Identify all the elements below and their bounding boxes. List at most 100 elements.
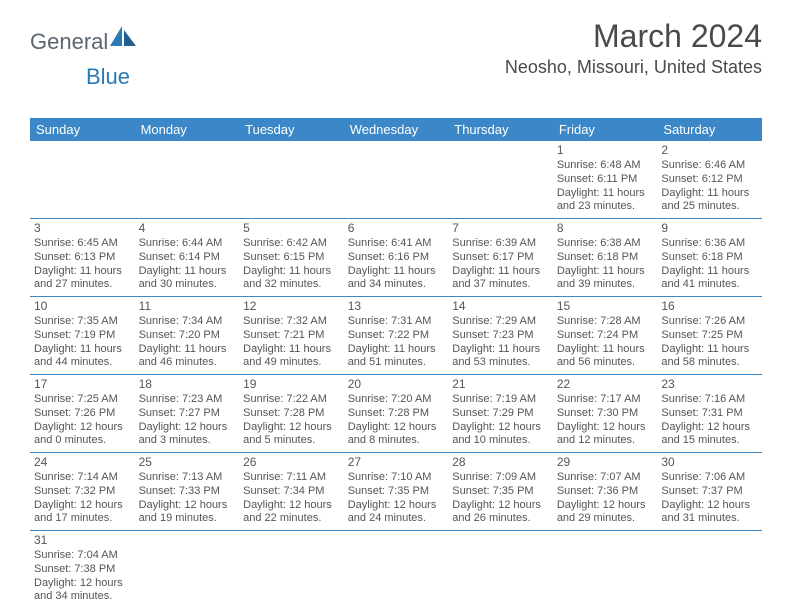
- daylight2-text: and 34 minutes.: [348, 278, 445, 292]
- calendar-cell: 1Sunrise: 6:48 AMSunset: 6:11 PMDaylight…: [553, 141, 658, 219]
- daylight1-text: Daylight: 11 hours: [139, 265, 236, 279]
- sunrise-text: Sunrise: 7:13 AM: [139, 471, 236, 485]
- day-number: 31: [34, 533, 131, 548]
- sunrise-text: Sunrise: 7:11 AM: [243, 471, 340, 485]
- calendar-cell: 6Sunrise: 6:41 AMSunset: 6:16 PMDaylight…: [344, 219, 449, 297]
- sunset-text: Sunset: 7:20 PM: [139, 329, 236, 343]
- calendar-cell: 29Sunrise: 7:07 AMSunset: 7:36 PMDayligh…: [553, 453, 658, 531]
- sunset-text: Sunset: 7:36 PM: [557, 485, 654, 499]
- daylight2-text: and 22 minutes.: [243, 512, 340, 526]
- day-number: 24: [34, 455, 131, 470]
- day-number: 13: [348, 299, 445, 314]
- daylight2-text: and 39 minutes.: [557, 278, 654, 292]
- daylight2-text: and 17 minutes.: [34, 512, 131, 526]
- sunset-text: Sunset: 7:25 PM: [661, 329, 758, 343]
- sail-icon: [110, 26, 136, 51]
- sunset-text: Sunset: 6:15 PM: [243, 251, 340, 265]
- day-number: 1: [557, 143, 654, 158]
- calendar-cell: 19Sunrise: 7:22 AMSunset: 7:28 PMDayligh…: [239, 375, 344, 453]
- sunset-text: Sunset: 7:24 PM: [557, 329, 654, 343]
- daylight2-text: and 34 minutes.: [34, 590, 131, 604]
- daylight2-text: and 56 minutes.: [557, 356, 654, 370]
- calendar-cell: [344, 531, 449, 609]
- daylight1-text: Daylight: 12 hours: [243, 421, 340, 435]
- weekday-header: Monday: [135, 118, 240, 141]
- sunset-text: Sunset: 6:16 PM: [348, 251, 445, 265]
- sunrise-text: Sunrise: 7:23 AM: [139, 393, 236, 407]
- day-number: 25: [139, 455, 236, 470]
- sunrise-text: Sunrise: 7:25 AM: [34, 393, 131, 407]
- sunset-text: Sunset: 7:29 PM: [452, 407, 549, 421]
- calendar-cell: 8Sunrise: 6:38 AMSunset: 6:18 PMDaylight…: [553, 219, 658, 297]
- calendar-row: 17Sunrise: 7:25 AMSunset: 7:26 PMDayligh…: [30, 375, 762, 453]
- daylight2-text: and 0 minutes.: [34, 434, 131, 448]
- daylight2-text: and 49 minutes.: [243, 356, 340, 370]
- sunset-text: Sunset: 7:37 PM: [661, 485, 758, 499]
- daylight1-text: Daylight: 12 hours: [34, 421, 131, 435]
- day-number: 7: [452, 221, 549, 236]
- weekday-header: Saturday: [657, 118, 762, 141]
- calendar-cell: 4Sunrise: 6:44 AMSunset: 6:14 PMDaylight…: [135, 219, 240, 297]
- sunrise-text: Sunrise: 7:31 AM: [348, 315, 445, 329]
- sunset-text: Sunset: 7:33 PM: [139, 485, 236, 499]
- sunrise-text: Sunrise: 6:44 AM: [139, 237, 236, 251]
- day-number: 16: [661, 299, 758, 314]
- daylight1-text: Daylight: 11 hours: [452, 343, 549, 357]
- daylight2-text: and 26 minutes.: [452, 512, 549, 526]
- sunrise-text: Sunrise: 7:20 AM: [348, 393, 445, 407]
- logo-text-general: General: [30, 29, 108, 55]
- calendar-body: 1Sunrise: 6:48 AMSunset: 6:11 PMDaylight…: [30, 141, 762, 608]
- sunrise-text: Sunrise: 6:41 AM: [348, 237, 445, 251]
- daylight2-text: and 5 minutes.: [243, 434, 340, 448]
- calendar-row: 31Sunrise: 7:04 AMSunset: 7:38 PMDayligh…: [30, 531, 762, 609]
- sunrise-text: Sunrise: 7:32 AM: [243, 315, 340, 329]
- calendar-cell: [135, 141, 240, 219]
- sunrise-text: Sunrise: 6:39 AM: [452, 237, 549, 251]
- day-number: 3: [34, 221, 131, 236]
- sunset-text: Sunset: 7:34 PM: [243, 485, 340, 499]
- day-number: 6: [348, 221, 445, 236]
- weekday-header-row: Sunday Monday Tuesday Wednesday Thursday…: [30, 118, 762, 141]
- day-number: 14: [452, 299, 549, 314]
- calendar-cell: [135, 531, 240, 609]
- daylight2-text: and 46 minutes.: [139, 356, 236, 370]
- logo-text-blue: Blue: [86, 64, 130, 89]
- weekday-header: Friday: [553, 118, 658, 141]
- day-number: 4: [139, 221, 236, 236]
- daylight1-text: Daylight: 11 hours: [557, 187, 654, 201]
- daylight1-text: Daylight: 12 hours: [34, 499, 131, 513]
- sunrise-text: Sunrise: 7:34 AM: [139, 315, 236, 329]
- daylight1-text: Daylight: 12 hours: [661, 421, 758, 435]
- day-number: 18: [139, 377, 236, 392]
- weekday-header: Wednesday: [344, 118, 449, 141]
- day-number: 19: [243, 377, 340, 392]
- day-number: 12: [243, 299, 340, 314]
- day-number: 29: [557, 455, 654, 470]
- calendar-cell: 13Sunrise: 7:31 AMSunset: 7:22 PMDayligh…: [344, 297, 449, 375]
- sunset-text: Sunset: 7:28 PM: [348, 407, 445, 421]
- sunrise-text: Sunrise: 7:22 AM: [243, 393, 340, 407]
- calendar-cell: [448, 141, 553, 219]
- sunrise-text: Sunrise: 7:10 AM: [348, 471, 445, 485]
- calendar-cell: 28Sunrise: 7:09 AMSunset: 7:35 PMDayligh…: [448, 453, 553, 531]
- sunset-text: Sunset: 6:11 PM: [557, 173, 654, 187]
- sunset-text: Sunset: 7:22 PM: [348, 329, 445, 343]
- sunrise-text: Sunrise: 7:19 AM: [452, 393, 549, 407]
- calendar-cell: 14Sunrise: 7:29 AMSunset: 7:23 PMDayligh…: [448, 297, 553, 375]
- sunrise-text: Sunrise: 7:17 AM: [557, 393, 654, 407]
- day-number: 20: [348, 377, 445, 392]
- sunset-text: Sunset: 7:32 PM: [34, 485, 131, 499]
- sunrise-text: Sunrise: 7:16 AM: [661, 393, 758, 407]
- daylight1-text: Daylight: 11 hours: [557, 265, 654, 279]
- daylight1-text: Daylight: 11 hours: [348, 343, 445, 357]
- day-number: 30: [661, 455, 758, 470]
- daylight1-text: Daylight: 11 hours: [34, 265, 131, 279]
- daylight1-text: Daylight: 11 hours: [34, 343, 131, 357]
- calendar-cell: [344, 141, 449, 219]
- daylight2-text: and 58 minutes.: [661, 356, 758, 370]
- calendar-cell: 2Sunrise: 6:46 AMSunset: 6:12 PMDaylight…: [657, 141, 762, 219]
- sunset-text: Sunset: 7:30 PM: [557, 407, 654, 421]
- calendar-cell: 18Sunrise: 7:23 AMSunset: 7:27 PMDayligh…: [135, 375, 240, 453]
- daylight1-text: Daylight: 11 hours: [243, 343, 340, 357]
- sunrise-text: Sunrise: 6:48 AM: [557, 159, 654, 173]
